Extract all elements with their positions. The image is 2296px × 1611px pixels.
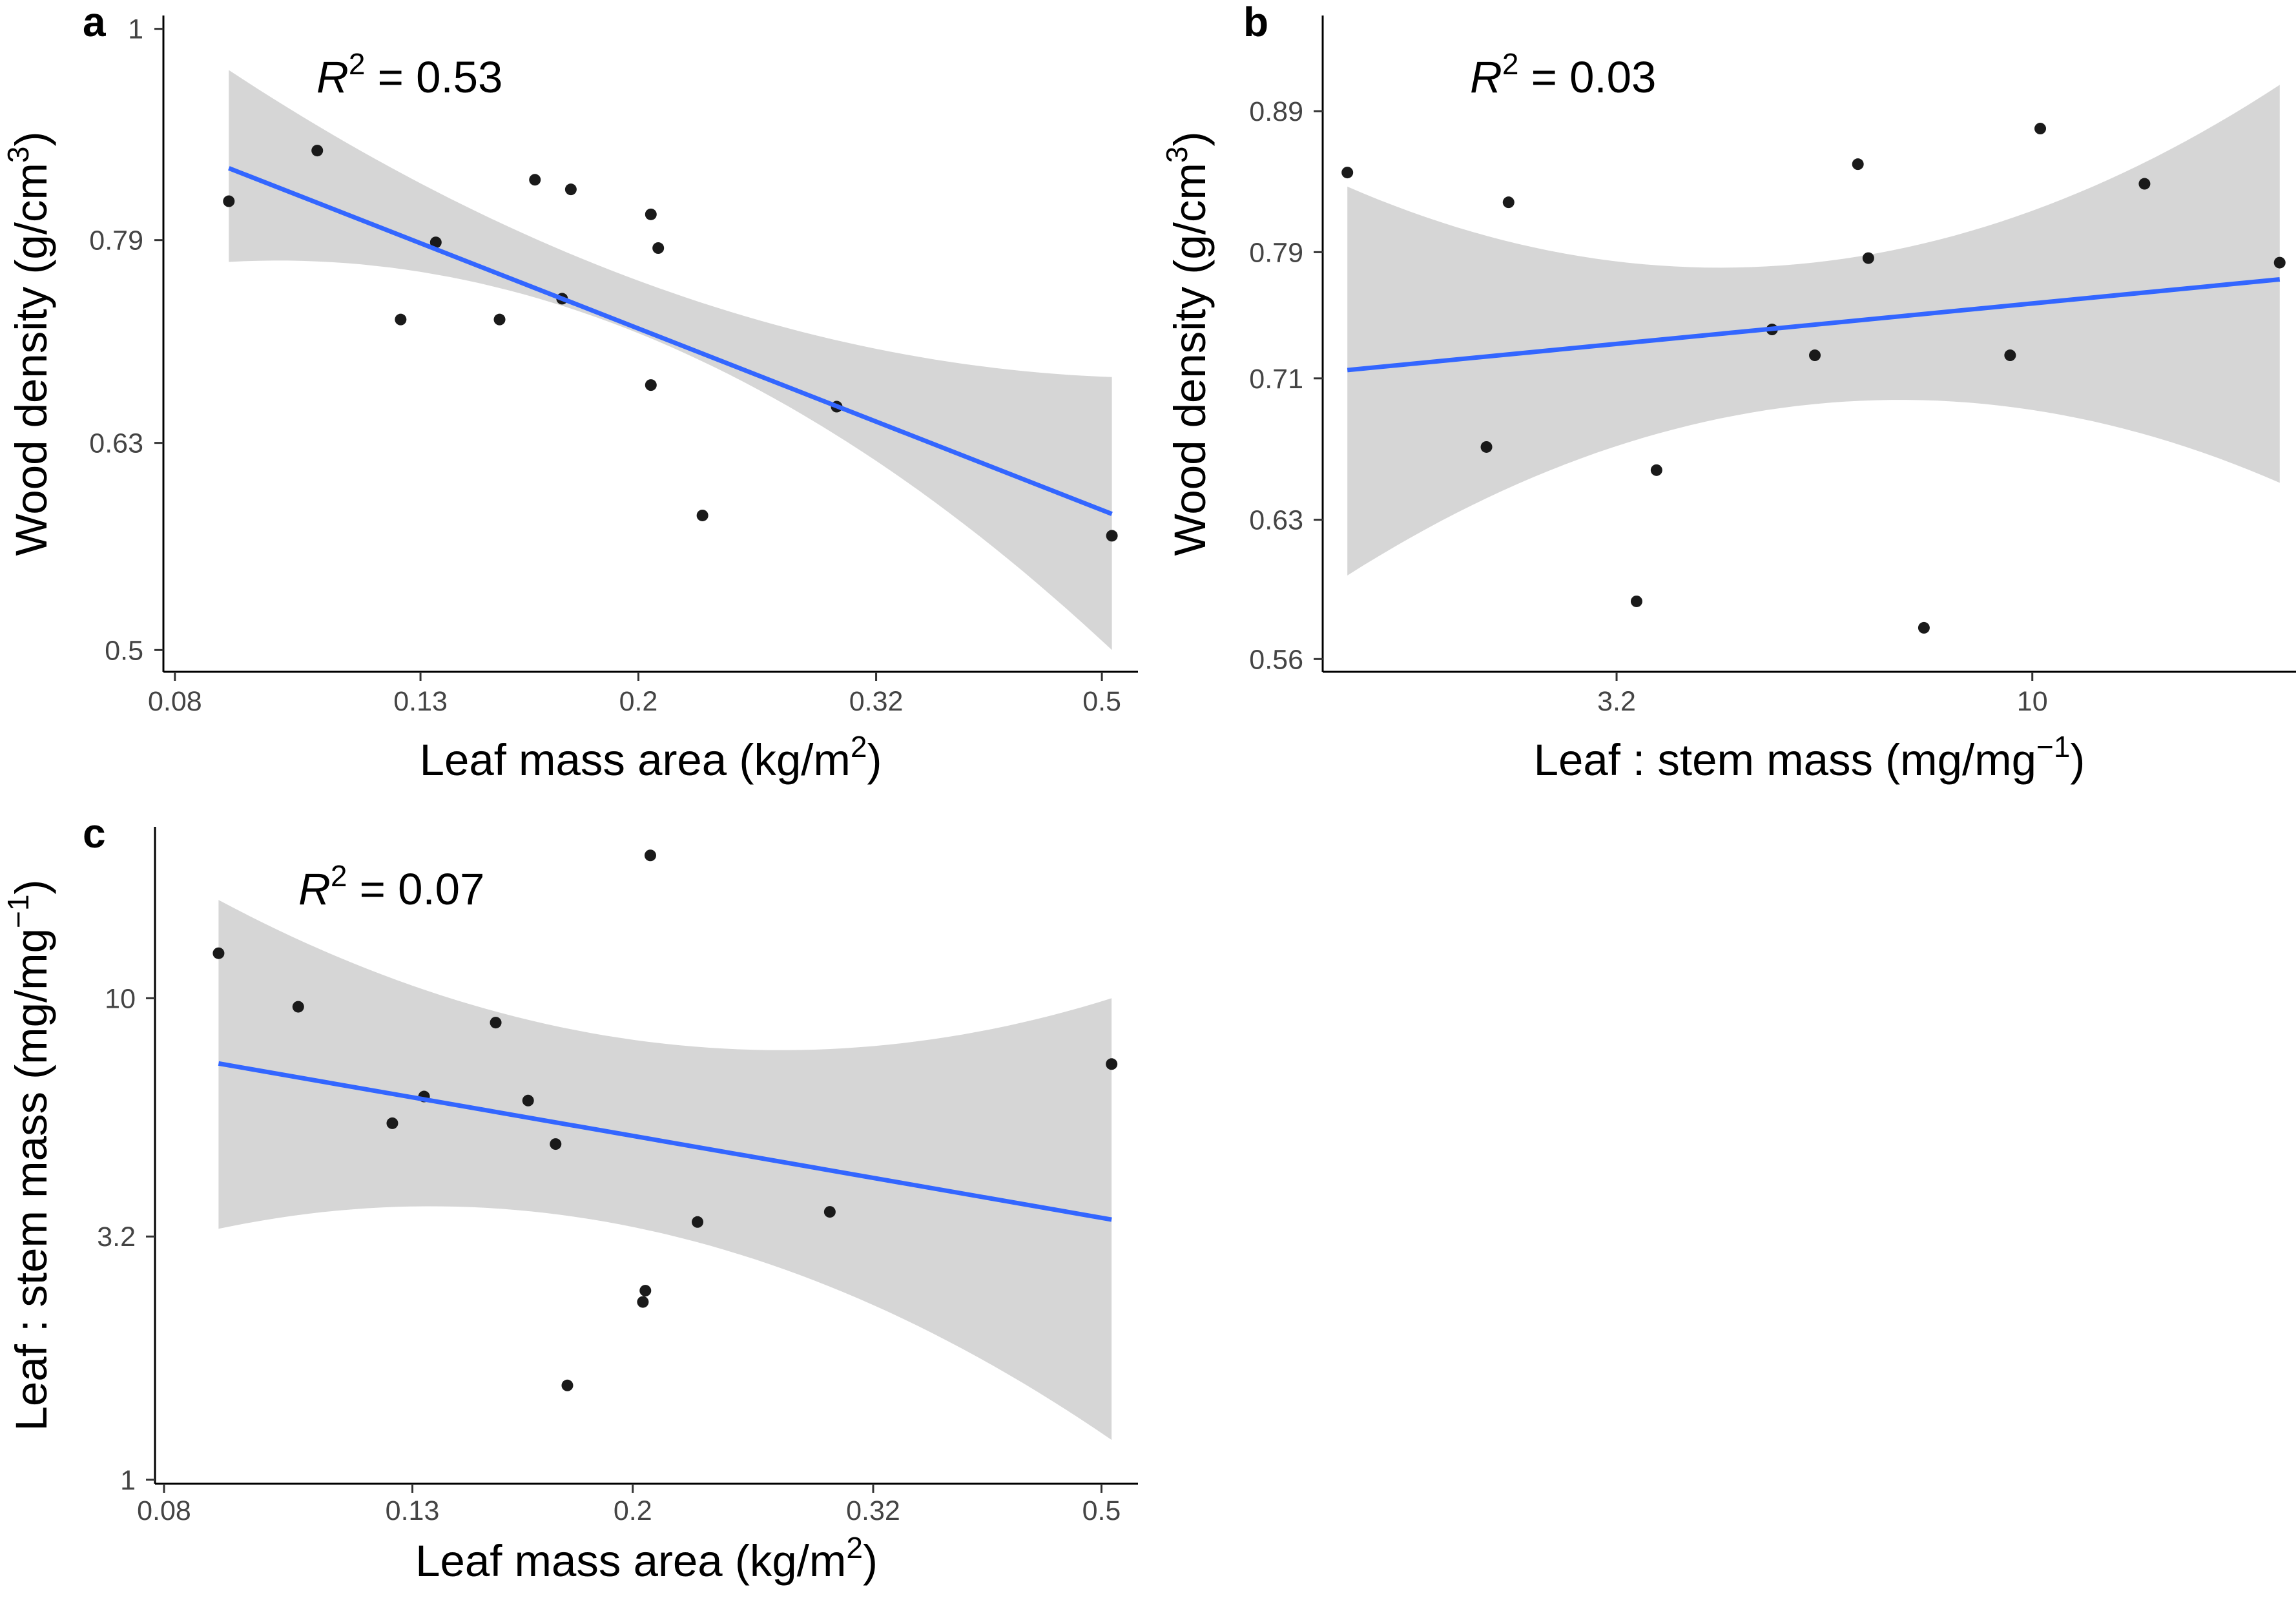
data-point [493, 313, 506, 326]
data-point [1862, 252, 1874, 264]
y-tick-label: 0.56 [1249, 644, 1303, 675]
data-point [564, 183, 577, 196]
x-tick-label: 0.13 [393, 686, 448, 717]
y-tick-label: 0.79 [89, 225, 143, 256]
y-tick-label: 10 [105, 983, 136, 1014]
x-tick-label: 0.2 [619, 686, 658, 717]
data-point [522, 1094, 534, 1107]
y-tick-label: 0.89 [1249, 96, 1303, 127]
confidence-band [218, 900, 1112, 1440]
y-tick-label: 0.71 [1249, 364, 1303, 395]
r-squared-label: R2 = 0.07 [298, 859, 484, 914]
data-point [696, 509, 708, 521]
data-point [645, 208, 657, 220]
x-tick-label: 0.08 [137, 1495, 191, 1526]
panel-a: 0.08 0.13 0.2 0.32 0.5 0.5 0.63 0.79 1a R2 = 0.53… [1, 0, 1138, 785]
x-tick-label: 0.32 [846, 1495, 900, 1526]
data-point [1650, 464, 1662, 476]
r-squared-label: R2 = 0.53 [316, 47, 502, 102]
x-axis-title: Leaf mass area (kg/m2) [420, 730, 882, 785]
panel-letter: a [83, 0, 106, 45]
data-point [311, 145, 324, 157]
data-point [1852, 158, 1864, 171]
y-axis-title: Leaf : stem mass (mg/mg−1) [1, 880, 56, 1431]
y-tick-label: 0.63 [89, 428, 143, 459]
data-point [637, 1296, 649, 1308]
data-point [395, 313, 407, 326]
panel-letter: c [83, 810, 106, 857]
x-axis-title: Leaf mass area (kg/m2) [415, 1531, 878, 1586]
data-point [223, 195, 235, 207]
panel-c: 0.08 0.13 0.2 0.32 0.5 1 3.2 10 c R2 = 0.07 Leaf m… [1, 810, 1138, 1586]
data-point [1106, 1058, 1118, 1070]
data-point [292, 1001, 304, 1013]
confidence-band [229, 70, 1112, 650]
regression-line [218, 1061, 1112, 1222]
x-tick-label: 10 [2017, 686, 2048, 717]
data-point [212, 947, 225, 959]
regression-line [1347, 277, 2280, 373]
x-tick-label: 0.08 [148, 686, 202, 717]
y-axis-title: Wood density (g/cm3) [1, 131, 56, 556]
data-point [2273, 256, 2286, 269]
data-point [429, 236, 442, 249]
panel-letter: b [1243, 0, 1268, 45]
panel-b: 3.2 10 0.56 0.63 0.71 0.79 0.89 b R2 = 0.03 Leaf … [1160, 0, 2296, 785]
data-point [529, 174, 541, 186]
confidence-band [1347, 85, 2280, 576]
y-tick-label: 3.2 [97, 1221, 136, 1252]
data-point [652, 242, 665, 255]
data-point [644, 849, 656, 862]
data-point [1106, 530, 1118, 542]
y-tick-label: 0.5 [105, 635, 143, 666]
data-point [1502, 196, 1515, 209]
regression-line [228, 166, 1113, 516]
data-point [1480, 441, 1493, 453]
data-point [639, 1285, 652, 1297]
data-point [645, 379, 657, 391]
data-point [490, 1017, 502, 1029]
data-point [1809, 349, 1821, 362]
data-point [1630, 595, 1642, 607]
data-point [2034, 123, 2047, 135]
data-point [386, 1117, 398, 1129]
y-tick-label: 0.63 [1249, 505, 1303, 536]
x-tick-label: 3.2 [1597, 686, 1636, 717]
y-tick-label: 1 [120, 1465, 136, 1496]
x-tick-label: 0.32 [849, 686, 904, 717]
data-point [823, 1206, 836, 1218]
data-point [692, 1216, 704, 1228]
x-tick-label: 0.13 [386, 1495, 440, 1526]
x-tick-label: 0.5 [1082, 1495, 1121, 1526]
x-tick-label: 0.5 [1082, 686, 1121, 717]
y-axis-title: Wood density (g/cm3) [1160, 131, 1215, 556]
x-tick-label: 0.2 [614, 1495, 652, 1526]
data-point [561, 1379, 574, 1391]
y-tick-label: 0.79 [1249, 237, 1303, 268]
y-tick-label: 1 [128, 14, 143, 45]
data-point [550, 1138, 562, 1150]
r-squared-label: R2 = 0.03 [1470, 47, 1656, 102]
data-point [2004, 349, 2016, 362]
data-point [2138, 178, 2151, 190]
data-point [1341, 167, 1354, 179]
data-point [1918, 621, 1930, 634]
x-axis-title: Leaf : stem mass (mg/mg−1) [1534, 730, 2085, 785]
